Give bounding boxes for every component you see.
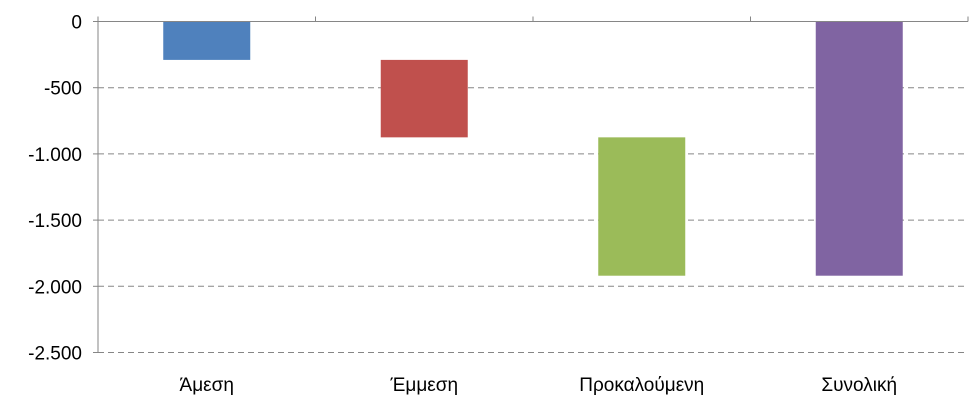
x-category-labels: Άμεση Έμμεση Προκαλούμενη Συνολική (180, 375, 898, 396)
y-tick-label: -500 (44, 79, 82, 100)
x-category-label: Έμμεση (389, 375, 458, 396)
y-tick-label: 0 (71, 13, 82, 34)
x-category-label: Άμεση (180, 375, 234, 396)
bar (815, 21, 903, 276)
bar (598, 137, 686, 276)
y-tick-labels: 0 -500 -1.000 -1.500 -2.000 -2.500 (28, 13, 82, 365)
bars (163, 21, 903, 276)
bar (163, 21, 251, 60)
y-tick-label: -1.000 (28, 145, 82, 166)
x-category-label: Συνολική (821, 375, 897, 396)
y-tick-label: -2.000 (28, 277, 82, 298)
x-category-label: Προκαλούμενη (579, 375, 704, 396)
axes (93, 16, 969, 353)
y-tick-label: -1.500 (28, 211, 82, 232)
y-tick-label: -2.500 (28, 344, 82, 365)
bar (380, 59, 468, 138)
